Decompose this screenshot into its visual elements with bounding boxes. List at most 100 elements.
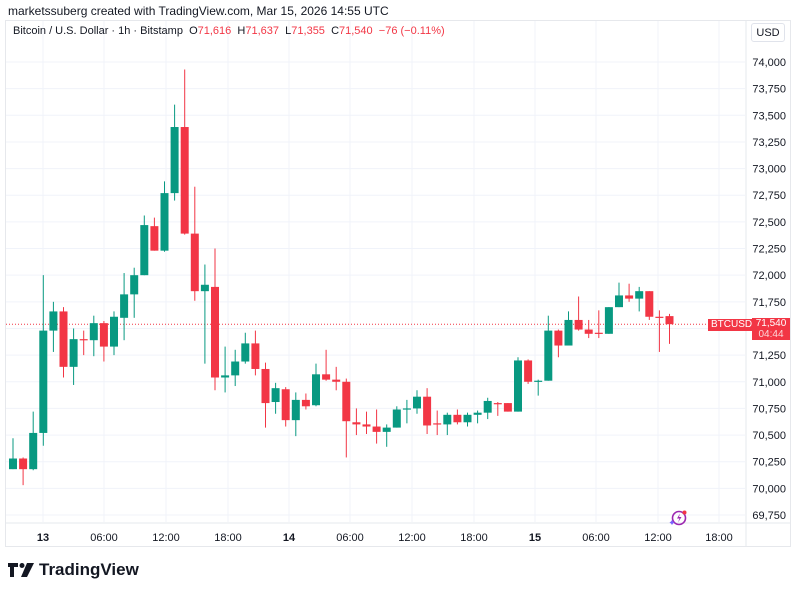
x-axis-label: 12:00 — [644, 532, 672, 544]
candle-body — [110, 316, 118, 347]
y-axis-label: 71,000 — [752, 377, 786, 389]
candle-body — [39, 330, 48, 433]
candle-body — [120, 294, 129, 318]
candle-body — [291, 399, 300, 421]
x-axis-label: 06:00 — [336, 532, 364, 544]
ai-assistant-icon[interactable] — [669, 509, 687, 527]
y-axis-label: 71,250 — [752, 350, 786, 362]
candle-body — [160, 193, 169, 251]
candle-body — [9, 458, 17, 470]
currency-button[interactable]: USD — [751, 23, 785, 42]
candle-body — [554, 330, 563, 346]
candle-body — [251, 343, 260, 369]
candle-body — [402, 408, 411, 410]
y-axis-label: 74,000 — [752, 57, 786, 69]
candle-body — [493, 403, 502, 405]
candle-body — [322, 374, 331, 380]
tradingview-logo[interactable]: TradingView — [8, 560, 139, 580]
candle-body — [130, 275, 139, 295]
candle-body — [261, 368, 270, 404]
candle-body — [564, 319, 573, 346]
x-axis-label: 12:00 — [152, 532, 180, 544]
candle-body — [352, 422, 361, 425]
candle-body — [635, 291, 644, 299]
y-axis-label: 70,500 — [752, 430, 786, 442]
candle-body — [362, 424, 371, 427]
candle-body — [332, 379, 341, 382]
candle-body — [79, 339, 88, 341]
candle-body — [453, 414, 462, 423]
x-axis-label: 18:00 — [460, 532, 488, 544]
candle-body — [241, 343, 250, 362]
symbol-price-tag: BTCUSD — [708, 319, 756, 331]
candle-body — [99, 323, 108, 347]
low-label: L — [285, 25, 292, 37]
candle-body — [524, 360, 533, 382]
bar-countdown: 04:44 — [758, 329, 784, 340]
candle-body — [514, 360, 522, 412]
candle-body — [655, 316, 664, 318]
candle-body — [574, 319, 583, 330]
y-axis-label: 71,750 — [752, 297, 786, 309]
y-axis-label: 72,500 — [752, 217, 786, 229]
candle-body — [473, 412, 482, 415]
candle-body — [170, 127, 179, 194]
candle-body — [645, 291, 654, 317]
candle-body — [544, 330, 553, 381]
candle-body — [301, 399, 310, 407]
candle-body — [503, 403, 512, 412]
y-axis-label: 70,750 — [752, 403, 786, 415]
candle-body — [382, 427, 391, 432]
candle-body — [29, 432, 38, 470]
candle-body — [140, 225, 149, 276]
close-value: 71,540 — [339, 25, 373, 37]
tradingview-logo-icon — [8, 563, 34, 577]
last-price-value: 71,540 — [755, 318, 787, 329]
candle-body — [443, 414, 452, 425]
y-axis-label: 72,750 — [752, 190, 786, 202]
low-value: 71,355 — [291, 25, 325, 37]
candle-body — [221, 375, 230, 378]
candle-body — [372, 426, 381, 432]
candle-body — [281, 389, 290, 421]
candle-body — [483, 400, 492, 413]
candle-body — [665, 316, 674, 325]
last-price-label: 71,540 04:44 — [752, 318, 790, 340]
y-axis-label: 73,250 — [752, 137, 786, 149]
candle-body — [69, 339, 78, 367]
candle-body — [59, 311, 68, 367]
candle-body — [534, 380, 543, 382]
y-axis-label: 69,750 — [752, 510, 786, 522]
chart-credit: marketssuberg created with TradingView.c… — [8, 4, 389, 18]
candle-body — [190, 233, 199, 292]
x-axis-label: 15 — [529, 532, 541, 544]
candle-body — [271, 388, 280, 403]
y-axis-label: 70,000 — [752, 483, 786, 495]
candle-body — [413, 396, 421, 409]
x-axis-label: 12:00 — [398, 532, 426, 544]
y-axis-label: 73,500 — [752, 110, 786, 122]
y-axis-label: 72,250 — [752, 244, 786, 256]
candle-body — [19, 458, 28, 470]
candle-body — [604, 307, 613, 334]
symbol-description: Bitcoin / U.S. Dollar · 1h · Bitstamp — [13, 25, 183, 37]
change-value: −76 (−0.11%) — [378, 25, 445, 37]
brand-name: TradingView — [39, 560, 139, 579]
x-axis-label: 18:00 — [705, 532, 733, 544]
y-axis-label: 72,000 — [752, 270, 786, 282]
candle-body — [49, 311, 58, 331]
x-axis-label: 14 — [283, 532, 296, 544]
candle-body — [433, 423, 442, 425]
y-axis-label: 70,250 — [752, 457, 786, 469]
candle-body — [211, 286, 219, 378]
candle-body — [615, 295, 623, 308]
candle-body — [423, 396, 432, 426]
candle-body — [625, 295, 634, 299]
open-value: 71,616 — [197, 25, 232, 37]
ohlc-legend: Bitcoin / U.S. Dollar · 1h · Bitstamp O7… — [13, 25, 445, 37]
high-value: 71,637 — [245, 25, 280, 37]
candle-body — [392, 409, 401, 428]
y-axis-label: 73,000 — [752, 164, 786, 176]
candle-body — [463, 414, 472, 423]
